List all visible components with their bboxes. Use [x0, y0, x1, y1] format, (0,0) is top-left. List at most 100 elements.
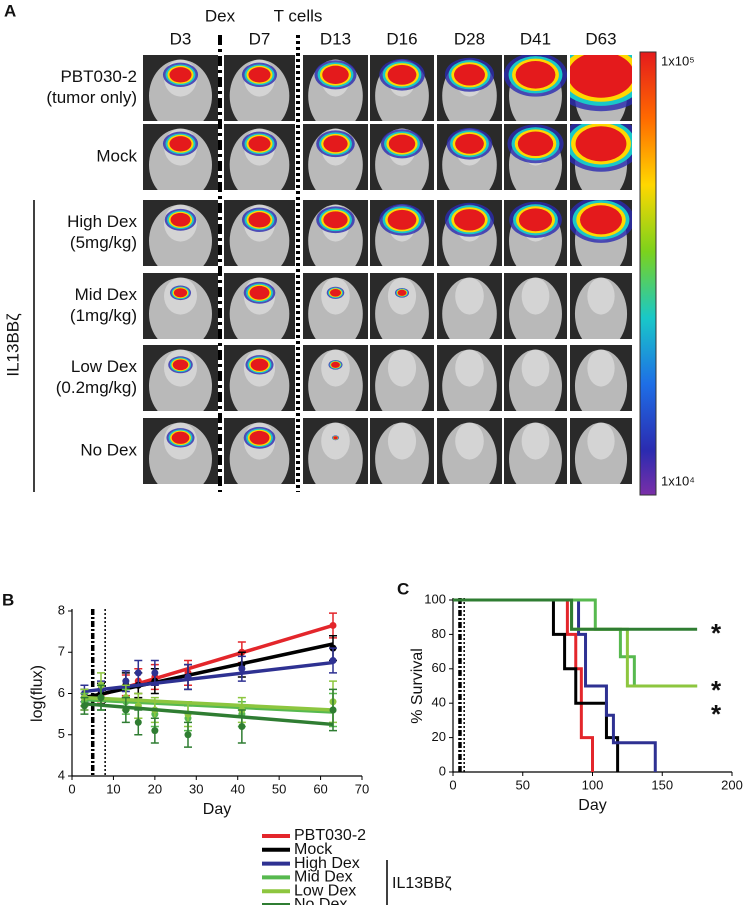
- day-label: D16: [386, 29, 417, 48]
- y-tick-label: 4: [58, 767, 65, 782]
- x-axis-label: Day: [203, 801, 231, 818]
- point: [238, 723, 246, 730]
- y-tick-label: 5: [58, 726, 65, 741]
- day-label: D7: [249, 29, 271, 48]
- signal: [454, 209, 485, 231]
- survival-curve: [453, 598, 698, 688]
- mouse-head: [455, 422, 484, 460]
- day-label: D41: [520, 29, 551, 48]
- y-tick-label: 60: [432, 660, 446, 675]
- survival-curve: [453, 598, 620, 772]
- mouse-image: [143, 418, 218, 484]
- mouse-image: [143, 124, 218, 190]
- row-label: High Dex: [67, 212, 137, 231]
- x-tick-label: 150: [651, 777, 673, 792]
- point: [184, 731, 192, 739]
- legend-label: PBT030-2: [294, 827, 366, 844]
- point: [151, 669, 159, 677]
- mouse-head: [521, 277, 550, 315]
- mouse-head: [587, 349, 615, 387]
- marker-label: Dex: [205, 6, 236, 25]
- point: [122, 677, 130, 685]
- mouse-image: [303, 55, 368, 121]
- mouse-image: [370, 200, 434, 266]
- mouse-image: [437, 273, 502, 339]
- mouse-image: [437, 55, 502, 121]
- row-label: PBT030-2: [60, 67, 137, 86]
- point: [122, 706, 130, 714]
- mouse-image: [143, 200, 218, 266]
- mouse-image: [224, 200, 295, 266]
- signal: [250, 358, 269, 371]
- day-label: D3: [170, 29, 192, 48]
- colorbar-label: 1x10⁴: [661, 473, 695, 488]
- mouse-image: [303, 345, 368, 411]
- mouse-head: [455, 277, 484, 315]
- y-tick-label: 0: [439, 763, 446, 778]
- mouse-image: [437, 200, 502, 266]
- signal: [322, 65, 349, 84]
- mouse-image: [303, 418, 368, 484]
- x-tick-label: 200: [721, 777, 743, 792]
- mouse-image: [370, 124, 434, 190]
- signal: [397, 289, 407, 296]
- y-tick-label: 40: [432, 695, 446, 710]
- mouse-head: [587, 422, 615, 460]
- day-label: D63: [585, 29, 616, 48]
- signal: [387, 64, 417, 85]
- x-axis-label: Day: [578, 797, 606, 814]
- mouse-image: [437, 124, 502, 190]
- point: [134, 669, 142, 677]
- signal: [580, 205, 622, 235]
- survival-curve: [453, 598, 698, 631]
- signal: [169, 67, 192, 83]
- row-label: Low Dex: [71, 357, 138, 376]
- signal: [518, 208, 553, 232]
- signal: [323, 135, 348, 153]
- signal: [248, 67, 271, 83]
- x-tick-label: 0: [68, 781, 75, 796]
- mouse-image: [504, 55, 567, 121]
- point: [238, 665, 246, 673]
- mouse-image: [370, 273, 434, 339]
- legend-group: IL13BBζ: [392, 875, 452, 892]
- signal: [169, 136, 192, 152]
- x-tick-label: 40: [230, 781, 244, 796]
- signal: [575, 126, 627, 162]
- y-tick-label: 7: [58, 644, 65, 659]
- mouse-image: [303, 273, 368, 339]
- x-tick-label: 20: [148, 781, 162, 796]
- y-tick-label: 100: [424, 591, 446, 606]
- signal: [173, 288, 188, 298]
- mouse-image: [504, 345, 567, 411]
- y-tick-label: 8: [58, 602, 65, 617]
- mouse-image: [570, 200, 632, 266]
- mouse-image: [303, 124, 368, 190]
- mouse-image: [437, 418, 502, 484]
- mouse-image: [504, 124, 567, 190]
- mouse-head: [387, 422, 417, 460]
- signal: [388, 134, 416, 153]
- mouse-image: [504, 273, 567, 339]
- signal: [248, 212, 271, 228]
- x-tick-label: 60: [313, 781, 327, 796]
- point: [134, 718, 142, 726]
- mouse-head: [387, 349, 417, 387]
- mouse-image: [504, 200, 567, 266]
- x-tick-label: 30: [189, 781, 203, 796]
- y-tick-label: 80: [432, 626, 446, 641]
- signal: [249, 430, 270, 445]
- mouse-image: [370, 345, 434, 411]
- point: [80, 702, 88, 710]
- signal: [331, 361, 340, 368]
- mouse-image: [570, 273, 632, 339]
- mouse-head: [521, 349, 550, 387]
- signal: [570, 55, 632, 98]
- panel-letter: B: [2, 590, 14, 609]
- legend-label: Mid Dex: [294, 869, 353, 886]
- legend-label: Mock: [294, 841, 333, 858]
- significance: *: [711, 699, 722, 729]
- point: [329, 657, 337, 664]
- row-label: Mid Dex: [75, 285, 138, 304]
- y-tick-label: 20: [432, 729, 446, 744]
